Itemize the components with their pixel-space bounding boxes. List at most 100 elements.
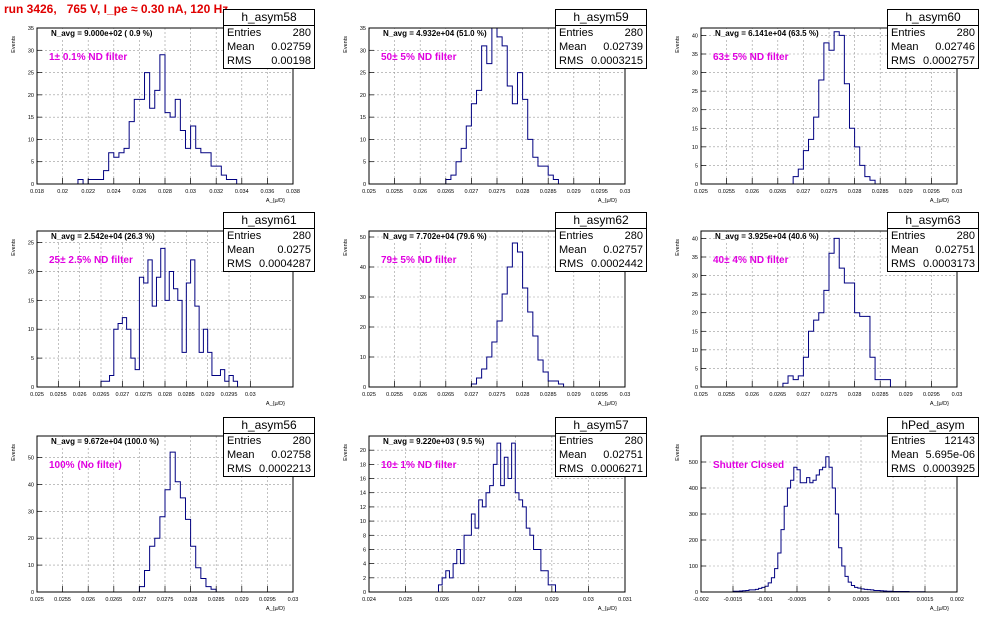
x-tick-label: 0 <box>827 597 830 603</box>
stats-box: h_asym56 Entries 280 Mean 0.02758 RMS 0.000221… <box>223 417 315 477</box>
y-tick-label: 50 <box>28 456 34 462</box>
stats-key: Entries <box>227 230 262 242</box>
x-tick-label: 0.028 <box>848 189 862 195</box>
x-tick-label: 0.032 <box>209 189 223 195</box>
stats-value: 0.0002757 <box>923 55 975 67</box>
stats-value: 0.02758 <box>271 449 311 461</box>
stats-row-mean: Mean 0.02759 <box>224 40 314 54</box>
stats-value: 280 <box>624 435 643 447</box>
stats-value: 0.02751 <box>603 449 643 461</box>
x-tick-label: 0.0255 <box>386 392 403 398</box>
y-tick-label: 10 <box>692 348 698 354</box>
y-axis-label: Events <box>11 444 17 461</box>
stats-value: 0.0003925 <box>923 463 975 475</box>
x-tick-label: 0.0295 <box>923 392 940 398</box>
y-tick-label: 35 <box>692 52 698 58</box>
x-axis-label: A_{μ/D} <box>598 606 617 612</box>
x-axis-label: A_{μ/D} <box>930 401 949 407</box>
stats-key: Entries <box>559 435 594 447</box>
histogram-plot: 0.025 0.0255 0.026 0.0265 0.027 0.0275 0.028 0.… <box>343 230 630 407</box>
stats-row-rms: RMS 0.0004287 <box>224 257 314 271</box>
x-tick-label: 0.0255 <box>50 392 67 398</box>
stats-key: RMS <box>227 463 252 475</box>
y-tick-label: 5 <box>695 163 698 169</box>
histogram-panel-h_asym58: 0.018 0.02 0.022 0.024 0.026 0.028 0.03 0.032 0.… <box>5 9 321 212</box>
stats-value: 0.0003215 <box>591 55 643 67</box>
stats-box: h_asym63 Entries 280 Mean 0.02751 RMS 0.000317… <box>887 212 979 272</box>
y-tick-label: 6 <box>363 547 366 553</box>
histogram-panel-h_asym61: 0.025 0.0255 0.026 0.0265 0.027 0.0275 0.028 0.… <box>5 212 321 415</box>
stats-value: 280 <box>292 435 311 447</box>
histogram-name: h_asym63 <box>888 213 978 229</box>
stats-row-rms: RMS 0.0003215 <box>556 54 646 68</box>
histogram-plot: 0.025 0.0255 0.026 0.0265 0.027 0.0275 0.028 0.… <box>11 435 299 612</box>
stats-row-mean: Mean 5.695e-06 <box>888 448 978 462</box>
y-tick-label: 20 <box>360 448 366 454</box>
histogram-plot: 0.018 0.02 0.022 0.024 0.026 0.028 0.03 0.032 0.… <box>11 26 300 204</box>
y-tick-label: 8 <box>363 533 366 539</box>
x-tick-label: 0.025 <box>694 392 708 398</box>
x-tick-label: 0.0265 <box>105 597 122 603</box>
x-tick-label: 0.029 <box>567 189 581 195</box>
histogram-name: hPed_asym <box>888 418 978 434</box>
x-tick-label: 0.03 <box>185 189 196 195</box>
y-tick-label: 5 <box>31 356 34 362</box>
y-tick-label: 0 <box>695 590 698 596</box>
x-tick-label: 0.025 <box>694 189 708 195</box>
stats-key: RMS <box>891 463 916 475</box>
stats-box: hPed_asym Entries 12143 Mean 5.695e-06 RMS 0.0… <box>887 417 979 477</box>
x-tick-label: 0.026 <box>73 392 87 398</box>
stats-value: 0.00198 <box>271 55 311 67</box>
x-tick-label: 0.029 <box>567 392 581 398</box>
stats-box: h_asym57 Entries 280 Mean 0.02751 RMS 0.000627… <box>555 417 647 477</box>
stats-row-entries: Entries 280 <box>888 229 978 243</box>
stats-key: Mean <box>559 449 587 461</box>
x-tick-label: 0.029 <box>201 392 215 398</box>
x-tick-label: 0.034 <box>235 189 249 195</box>
x-tick-label: 0.029 <box>899 189 913 195</box>
x-tick-label: 0.031 <box>618 597 632 603</box>
stats-key: Mean <box>227 449 255 461</box>
y-tick-label: 400 <box>689 486 698 492</box>
x-axis-label: A_{μ/D} <box>266 198 285 204</box>
y-tick-label: 15 <box>28 298 34 304</box>
x-tick-label: 0.029 <box>235 597 249 603</box>
x-tick-label: 0.002 <box>950 597 964 603</box>
x-tick-label: 0.027 <box>115 392 129 398</box>
x-tick-label: 0.028 <box>508 597 522 603</box>
stats-value: 0.02751 <box>935 244 975 256</box>
y-axis-label: Events <box>343 36 349 53</box>
y-tick-label: 30 <box>360 295 366 301</box>
y-tick-label: 20 <box>692 311 698 317</box>
x-tick-label: 0.027 <box>133 597 147 603</box>
stats-row-rms: RMS 0.0003925 <box>888 462 978 476</box>
histogram-series <box>792 31 876 184</box>
x-tick-label: 0.03 <box>288 597 299 603</box>
stats-key: Mean <box>559 41 587 53</box>
x-tick-label: 0.0295 <box>259 597 276 603</box>
y-tick-label: 0 <box>695 182 698 188</box>
y-axis-label: Events <box>675 444 681 461</box>
y-axis-label: Events <box>343 444 349 461</box>
histogram-panel-h_asym56: 0.025 0.0255 0.026 0.0265 0.027 0.0275 0.028 0.… <box>5 417 321 620</box>
stats-row-rms: RMS 0.0002757 <box>888 54 978 68</box>
navg-label: N_avg = 4.932e+04 (51.0 %) <box>383 29 487 38</box>
x-tick-label: 0.03 <box>583 597 594 603</box>
y-tick-label: 2 <box>363 576 366 582</box>
y-tick-label: 100 <box>689 564 698 570</box>
histogram-series <box>138 451 217 592</box>
stats-key: RMS <box>227 55 252 67</box>
stats-box: h_asym62 Entries 280 Mean 0.02757 RMS 0.000244… <box>555 212 647 272</box>
stats-key: Mean <box>891 41 919 53</box>
histogram-series <box>782 237 891 387</box>
x-tick-label: 0.027 <box>465 392 479 398</box>
y-tick-label: 20 <box>692 108 698 114</box>
x-tick-label: 0.022 <box>81 189 95 195</box>
y-tick-label: 40 <box>360 265 366 271</box>
navg-label: N_avg = 6.141e+04 (63.5 %) <box>715 29 819 38</box>
x-axis-label: A_{μ/D} <box>598 198 617 204</box>
y-tick-label: 25 <box>692 89 698 95</box>
y-tick-label: 20 <box>28 93 34 99</box>
x-tick-label: 0.025 <box>30 597 44 603</box>
stats-value: 0.0003173 <box>923 258 975 270</box>
